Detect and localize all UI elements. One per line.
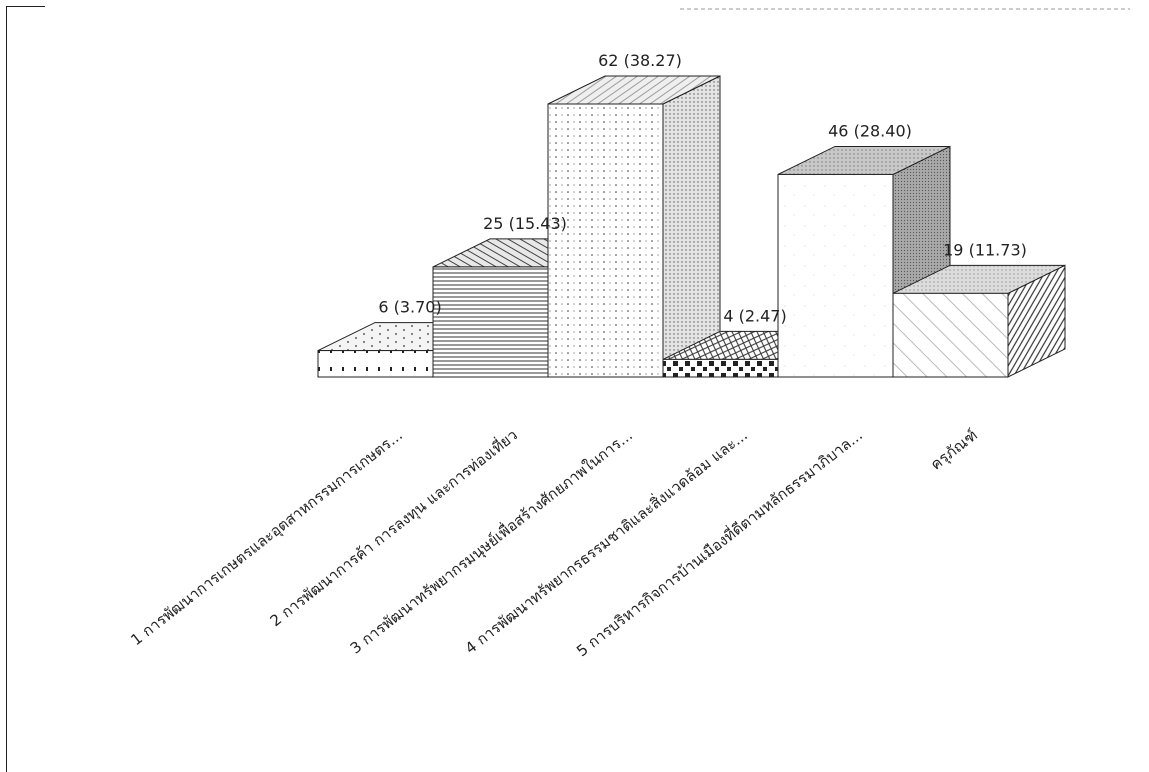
data-label-3: 62 (38.27) [598, 51, 682, 70]
data-label-5: 46 (28.40) [828, 121, 912, 140]
bar-3-front [547, 103, 664, 378]
bar-1-front [317, 350, 434, 378]
category-label-2: 2 การพัฒนาการค้า การลงทุน และการท่องเที่… [265, 424, 521, 631]
data-label-6: 19 (11.73) [943, 240, 1027, 259]
value-labels-group: 6 (3.70) 25 (15.43) 62 (38.27) 4 (2.47) 46 (… [378, 51, 1027, 325]
bar-5-front [777, 173, 894, 378]
bar-3 [547, 75, 721, 378]
bar-4-front [662, 358, 779, 378]
category-labels-group: 1 การพัฒนาการเกษตรและอุตสาหกรรมการเกษตร.… [127, 424, 981, 660]
bar-2-front [432, 266, 549, 378]
data-label-4: 4 (2.47) [723, 306, 786, 325]
category-label-6: ครุภัณฑ์ [927, 426, 982, 474]
bars-group [317, 75, 1066, 378]
bar-3-side [662, 75, 721, 378]
data-label-2: 25 (15.43) [483, 214, 567, 233]
bar-6 [892, 264, 1066, 378]
bar-6-front [892, 292, 1009, 378]
data-label-1: 6 (3.70) [378, 298, 441, 317]
